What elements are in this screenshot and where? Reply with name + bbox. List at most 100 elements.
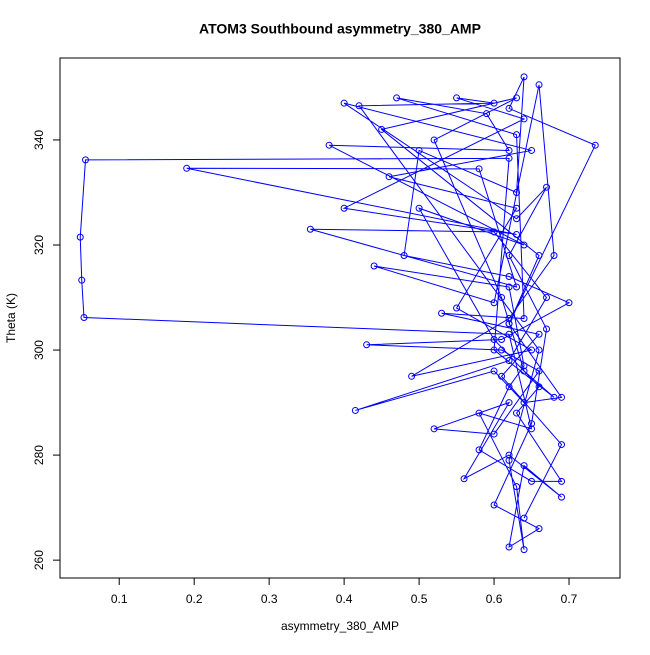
data-point (513, 94, 521, 102)
data-point (378, 125, 386, 133)
y-tick-label: 300 (32, 340, 46, 360)
data-point (490, 430, 498, 438)
data-point (325, 141, 333, 149)
data-point (498, 294, 506, 302)
data-point (438, 309, 446, 317)
data-point (558, 493, 566, 501)
x-tick-label: 0.4 (336, 592, 353, 606)
y-tick-label: 320 (32, 235, 46, 255)
data-point (543, 294, 551, 302)
data-point (490, 501, 498, 509)
data-point (505, 104, 513, 112)
data-point (520, 367, 528, 375)
data-point (505, 357, 513, 365)
data-point (558, 477, 566, 485)
data-point (505, 315, 513, 323)
data-point (535, 346, 543, 354)
data-point (351, 406, 359, 414)
data-point (400, 251, 408, 259)
data-point (558, 393, 566, 401)
data-point (370, 262, 378, 270)
x-tick-label: 0.5 (411, 592, 428, 606)
data-point (520, 315, 528, 323)
data-point (430, 425, 438, 433)
data-point (475, 446, 483, 454)
data-point (453, 94, 461, 102)
data-point (385, 173, 393, 181)
data-point (520, 241, 528, 249)
data-point (490, 336, 498, 344)
y-tick-label: 260 (32, 550, 46, 570)
data-point (513, 409, 521, 417)
data-point (591, 141, 599, 149)
data-point (183, 164, 191, 172)
data-point (543, 183, 551, 191)
data-point (363, 341, 371, 349)
data-point (355, 102, 363, 110)
data-point (535, 330, 543, 338)
data-point (408, 372, 416, 380)
data-point (535, 367, 543, 375)
data-point (505, 273, 513, 281)
data-point (505, 283, 513, 291)
data-point (520, 514, 528, 522)
data-point (528, 477, 536, 485)
data-point (513, 204, 521, 212)
data-point (535, 251, 543, 259)
x-tick-label: 0.1 (111, 592, 128, 606)
data-point (505, 456, 513, 464)
data-point (505, 154, 513, 162)
data-point (520, 115, 528, 123)
data-point (520, 73, 528, 81)
data-point (498, 336, 506, 344)
data-point (306, 225, 314, 233)
data-point (513, 283, 521, 291)
y-tick-label: 280 (32, 445, 46, 465)
data-point (490, 299, 498, 307)
data-point (505, 383, 513, 391)
data-point (475, 165, 483, 173)
x-tick-label: 0.2 (186, 592, 203, 606)
data-point (535, 81, 543, 89)
data-point (513, 131, 521, 139)
data-point (513, 215, 521, 223)
data-point (505, 146, 513, 154)
data-point (513, 230, 521, 238)
data-point (505, 399, 513, 407)
x-tick-label: 0.6 (486, 592, 503, 606)
data-point (513, 188, 521, 196)
data-point (415, 204, 423, 212)
data-point (513, 483, 521, 491)
data-point (78, 276, 86, 284)
data-point (490, 99, 498, 107)
data-point (520, 399, 528, 407)
data-point (520, 546, 528, 554)
data-point (535, 525, 543, 533)
data-point (430, 136, 438, 144)
y-tick-label: 340 (32, 130, 46, 150)
data-point (535, 383, 543, 391)
data-point (340, 204, 348, 212)
data-point (528, 346, 536, 354)
data-point (81, 156, 89, 164)
data-point (528, 420, 536, 428)
data-point (543, 325, 551, 333)
data-point (528, 146, 536, 154)
data-point (498, 346, 506, 354)
data-point (80, 313, 88, 321)
data-point (520, 462, 528, 470)
data-point (505, 330, 513, 338)
data-point (505, 543, 513, 551)
x-tick-label: 0.7 (561, 592, 578, 606)
data-point (340, 99, 348, 107)
y-axis-title: Theta (K) (4, 293, 18, 343)
data-point (550, 251, 558, 259)
x-tick-label: 0.3 (261, 592, 278, 606)
data-point (505, 451, 513, 459)
data-point (483, 110, 491, 118)
data-point (558, 441, 566, 449)
data-point (475, 409, 483, 417)
data-point (490, 228, 498, 236)
